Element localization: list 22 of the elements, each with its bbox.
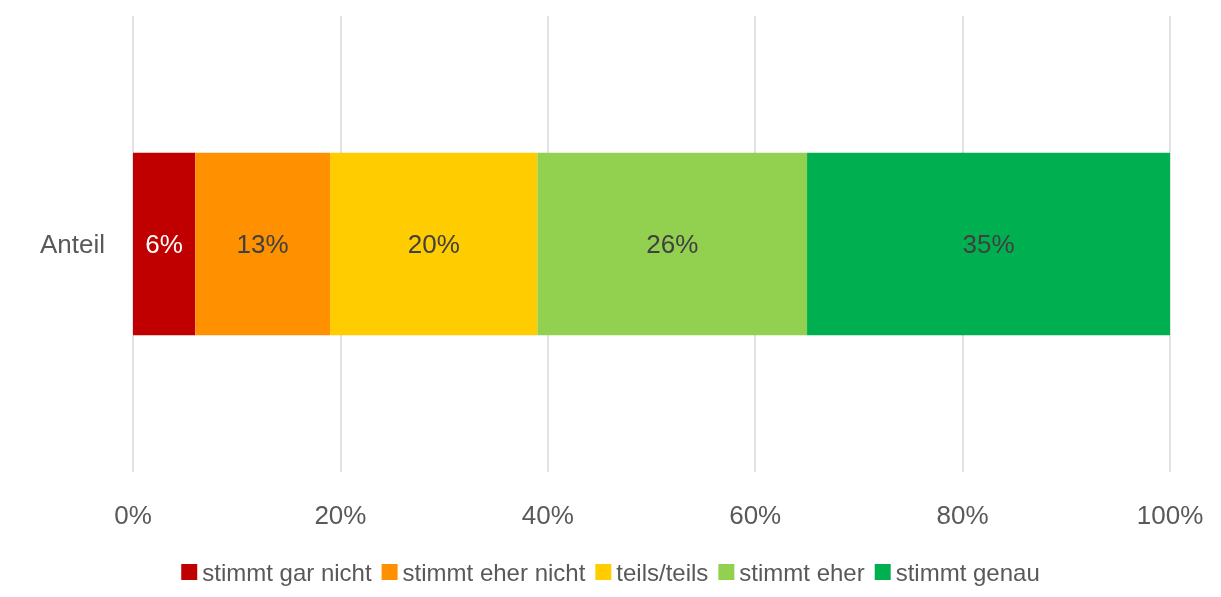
bar — [195, 152, 331, 336]
legend-label: stimmt gar nicht — [202, 558, 372, 586]
x-tick-label: 60% — [729, 500, 782, 530]
bar — [537, 152, 808, 336]
data-label: 13% — [236, 229, 289, 259]
legend-label: stimmt genau — [895, 558, 1040, 586]
x-tick-label: 20% — [314, 500, 367, 530]
bar — [133, 152, 196, 336]
x-tick-label: 100% — [1136, 500, 1204, 530]
bar — [807, 152, 1170, 336]
bar — [330, 152, 538, 336]
x-tick-label: 0% — [114, 500, 152, 530]
data-label: 26% — [646, 229, 699, 259]
x-tick-label: 80% — [936, 500, 989, 530]
x-tick-label: 40% — [521, 500, 574, 530]
y-tick-label: Anteil — [39, 229, 105, 259]
legend-label: stimmt eher — [739, 558, 865, 586]
legend-label: teils/teils — [616, 558, 709, 586]
data-label: 20% — [407, 229, 460, 259]
legend-label: stimmt eher nicht — [402, 558, 586, 586]
data-label: 35% — [962, 229, 1015, 259]
data-label: 6% — [145, 229, 183, 259]
